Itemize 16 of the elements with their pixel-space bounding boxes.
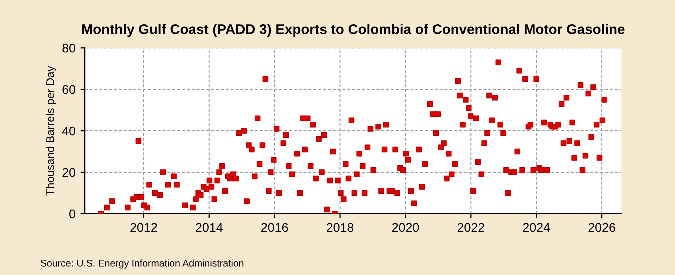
x-tick-label: 2012: [130, 223, 158, 232]
y-tick-label: 20: [62, 168, 76, 178]
source-note: Source: U.S. Energy Information Administration: [40, 260, 244, 269]
x-tick-label: 2020: [392, 223, 420, 232]
y-axis-title: Thousand Barrels per Day: [46, 66, 57, 196]
y-tick-label: 0: [70, 210, 76, 219]
y-tick-label: 80: [62, 44, 76, 53]
y-tick-label: 60: [62, 85, 76, 94]
x-tick-label: 2024: [523, 223, 550, 232]
x-tick-label: 2018: [327, 223, 354, 232]
x-tick-label: 2016: [262, 223, 288, 232]
x-tick-label: 2022: [458, 223, 484, 232]
x-tick-label: 2014: [196, 223, 223, 232]
chart-title: Monthly Gulf Coast (PADD 3) Exports to Colombia of Conventional Motor Gasoline: [82, 24, 625, 38]
x-tick-label: 2026: [588, 223, 616, 232]
y-tick-label: 40: [62, 126, 76, 136]
